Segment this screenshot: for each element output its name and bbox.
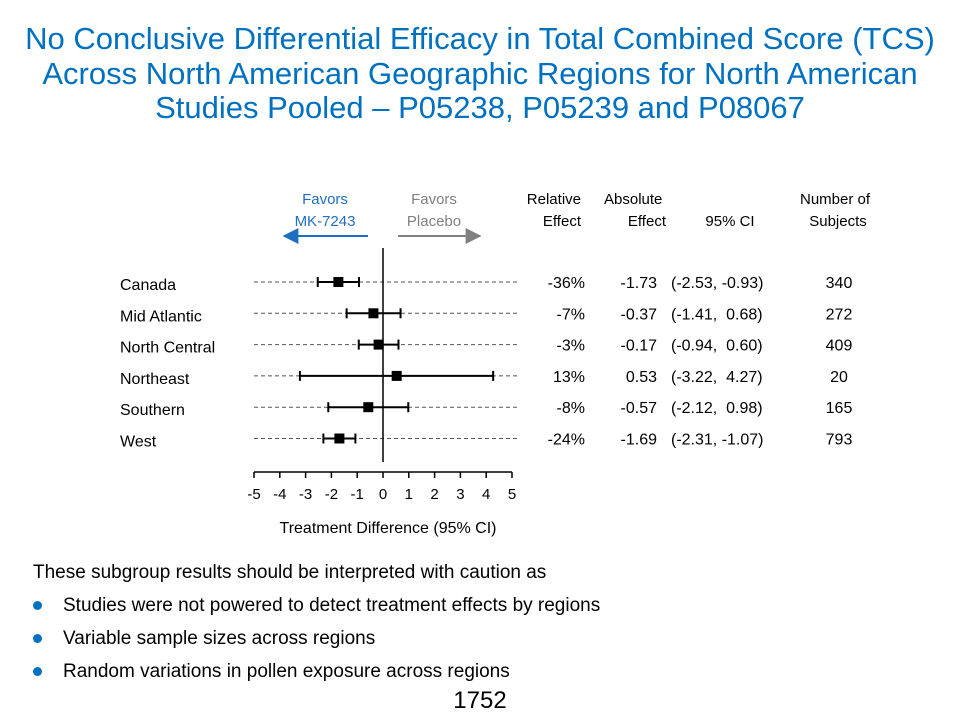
bullet-dot-icon [33, 634, 42, 643]
point-estimate [363, 402, 374, 413]
forest-row: Northeast 13% 0.53 (-3.22, 4.27) 20 [120, 369, 848, 388]
x-tick-label: -1 [351, 486, 364, 503]
ci-header-line2: 95% CI [705, 213, 754, 230]
caution-notes: These subgroup results should be interpr… [33, 556, 600, 688]
relative-effect-value: -8% [557, 400, 585, 417]
row-label: Mid Atlantic [120, 308, 202, 325]
absolute-effect-value: -1.73 [621, 275, 658, 292]
subjects-value: 165 [826, 400, 853, 417]
absolute-effect-header-line2: Effect [628, 213, 667, 230]
bullet-dot-icon [33, 601, 42, 610]
ci-value: (-0.94, 0.60) [671, 338, 763, 355]
note-text: Studies were not powered to detect treat… [63, 595, 601, 616]
slide-title: No Conclusive Differential Efficacy in T… [25, 21, 935, 126]
forest-row: Southern -8% -0.57 (-2.12, 0.98) 165 [120, 400, 852, 419]
note-text: Random variations in pollen exposure acr… [63, 661, 510, 682]
absolute-effect-value: -0.57 [621, 400, 658, 417]
forest-row: Canada -36% -1.73 (-2.53, -0.93) 340 [120, 275, 852, 294]
ci-value: (-1.41, 0.68) [671, 306, 763, 323]
relative-effect-value: -7% [557, 306, 585, 323]
favors-left-line1: Favors [302, 191, 348, 208]
row-label: North Central [120, 340, 215, 357]
x-tick-label: -4 [273, 486, 286, 503]
relative-effect-value: 13% [553, 369, 585, 386]
relative-effect-header-line1: Relative [527, 191, 581, 208]
ci-value: (-2.31, -1.07) [671, 432, 763, 449]
row-label: Canada [120, 277, 176, 294]
ci-value: (-2.53, -0.93) [671, 275, 763, 292]
forest-row: West -24% -1.69 (-2.31, -1.07) 793 [120, 432, 852, 451]
absolute-effect-value: 0.53 [626, 369, 657, 386]
x-tick-label: -5 [247, 486, 260, 503]
x-tick-label: 0 [379, 486, 387, 503]
subjects-value: 340 [826, 275, 853, 292]
point-estimate [334, 433, 345, 444]
subjects-value: 793 [826, 432, 853, 449]
point-estimate [373, 339, 384, 350]
subjects-value: 409 [826, 338, 853, 355]
x-tick-label: 5 [508, 486, 516, 503]
relative-effect-value: -3% [557, 338, 585, 355]
x-tick-label: 1 [405, 486, 413, 503]
x-tick-label: -2 [325, 486, 338, 503]
notes-intro: These subgroup results should be interpr… [33, 562, 547, 583]
ci-value: (-2.12, 0.98) [671, 400, 763, 417]
relative-effect-value: -36% [548, 275, 585, 292]
note-bullet-item: Variable sample sizes across regions [33, 622, 600, 655]
x-axis-label: Treatment Difference (95% CI) [280, 520, 497, 537]
absolute-effect-value: -0.37 [621, 306, 658, 323]
subjects-header-line2: Subjects [809, 213, 867, 230]
note-text: Variable sample sizes across regions [63, 628, 376, 649]
favors-left-line2: MK-7243 [295, 213, 356, 230]
favors-right-line1: Favors [411, 191, 457, 208]
absolute-effect-header-line1: Absolute [604, 191, 662, 208]
ci-value: (-3.22, 4.27) [671, 369, 763, 386]
x-tick-label: -3 [299, 486, 312, 503]
point-estimate [368, 308, 379, 319]
x-tick-label: 4 [482, 486, 490, 503]
point-estimate [333, 277, 344, 287]
point-estimate [391, 370, 402, 381]
bullet-dot-icon [33, 667, 42, 676]
forest-row: Mid Atlantic -7% -0.37 (-1.41, 0.68) 272 [120, 306, 852, 325]
row-label: Northeast [120, 371, 190, 388]
x-tick-label: 2 [430, 486, 438, 503]
subjects-value: 20 [830, 369, 848, 386]
favors-right-line2: Placebo [407, 213, 461, 230]
absolute-effect-value: -0.17 [621, 338, 658, 355]
subjects-value: 272 [826, 306, 853, 323]
row-label: Southern [120, 402, 185, 419]
x-axis-ticks: -5 -4 -3 -2 -1 0 1 2 3 4 5 [247, 472, 516, 503]
x-tick-label: 3 [456, 486, 464, 503]
forest-plot: Favors MK-7243 Favors Placebo Relative E… [120, 191, 871, 537]
relative-effect-header-line2: Effect [543, 213, 582, 230]
notes-bullet-list: Studies were not powered to detect treat… [33, 589, 600, 688]
forest-rows: Canada -36% -1.73 (-2.53, -0.93) 340 Mid Atla… [120, 275, 852, 451]
note-bullet-item: Studies were not powered to detect treat… [33, 589, 600, 622]
page-number: 1752 [453, 687, 507, 714]
relative-effect-value: -24% [548, 432, 585, 449]
subjects-header-line1: Number of [800, 191, 871, 208]
absolute-effect-value: -1.69 [621, 432, 658, 449]
note-bullet-item: Random variations in pollen exposure acr… [33, 655, 600, 688]
row-label: West [120, 434, 157, 451]
forest-row: North Central -3% -0.17 (-0.94, 0.60) 409 [120, 338, 852, 357]
